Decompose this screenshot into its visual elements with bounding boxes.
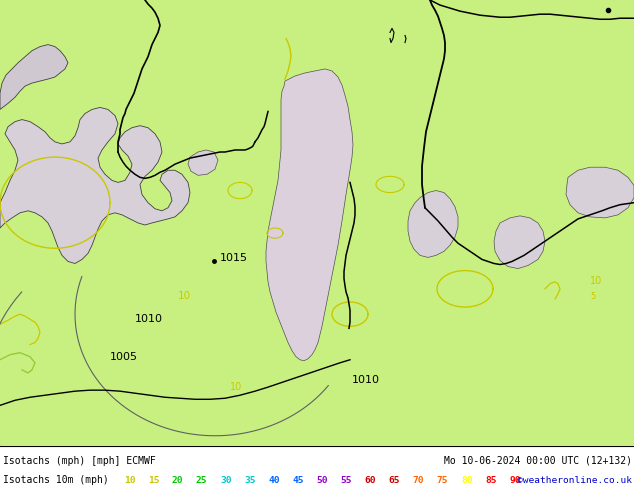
- Text: 25: 25: [196, 476, 207, 485]
- Text: 20: 20: [172, 476, 183, 485]
- Text: 10: 10: [178, 291, 191, 301]
- Text: 80: 80: [461, 476, 472, 485]
- Text: 40: 40: [268, 476, 280, 485]
- Text: 65: 65: [389, 476, 400, 485]
- Text: 70: 70: [413, 476, 424, 485]
- Polygon shape: [494, 216, 545, 269]
- Text: 10: 10: [230, 382, 242, 392]
- Polygon shape: [566, 167, 634, 218]
- Text: 60: 60: [365, 476, 376, 485]
- Text: 55: 55: [340, 476, 352, 485]
- Text: Mo 10-06-2024 00:00 UTC (12+132): Mo 10-06-2024 00:00 UTC (12+132): [444, 456, 632, 466]
- Polygon shape: [0, 45, 68, 109]
- Text: 10: 10: [590, 276, 602, 286]
- Text: 90: 90: [509, 476, 521, 485]
- Text: 1010: 1010: [135, 314, 163, 324]
- Text: Isotachs 10m (mph): Isotachs 10m (mph): [3, 475, 109, 485]
- Text: 75: 75: [437, 476, 448, 485]
- Text: 5: 5: [590, 292, 595, 301]
- Text: 10: 10: [124, 476, 135, 485]
- Text: 45: 45: [292, 476, 304, 485]
- Text: 35: 35: [244, 476, 256, 485]
- Polygon shape: [188, 150, 218, 175]
- Text: ©weatheronline.co.uk: ©weatheronline.co.uk: [517, 476, 632, 485]
- Polygon shape: [0, 107, 190, 264]
- Text: Isotachs (mph) [mph] ECMWF: Isotachs (mph) [mph] ECMWF: [3, 456, 156, 466]
- Text: 1015: 1015: [220, 253, 248, 264]
- Text: 50: 50: [316, 476, 328, 485]
- Text: 30: 30: [220, 476, 231, 485]
- Polygon shape: [408, 191, 458, 257]
- Text: 1005: 1005: [110, 352, 138, 362]
- Text: 1010: 1010: [352, 375, 380, 385]
- Polygon shape: [266, 69, 353, 361]
- Text: 15: 15: [148, 476, 159, 485]
- Text: 85: 85: [485, 476, 496, 485]
